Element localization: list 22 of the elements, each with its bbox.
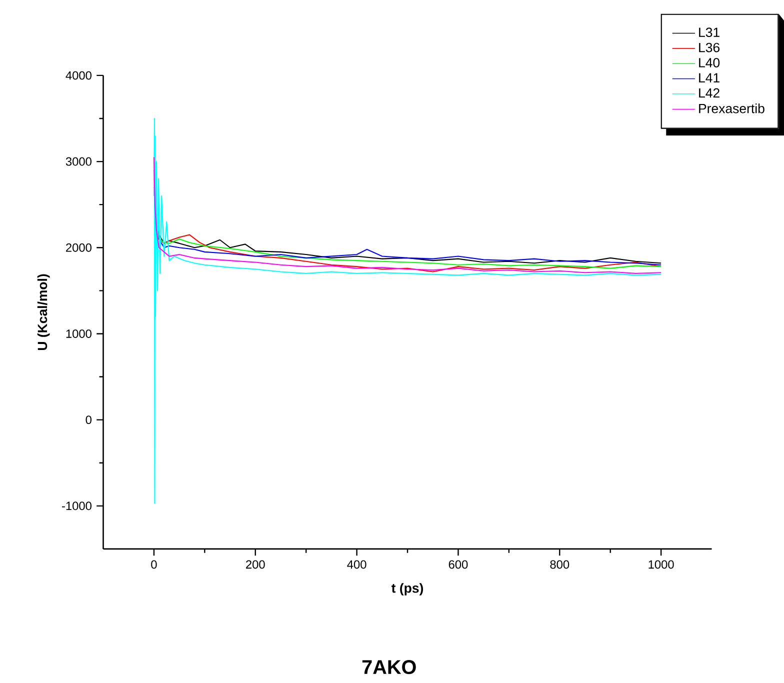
legend-label: L42 xyxy=(699,88,720,98)
legend-label: L36 xyxy=(699,42,720,52)
y-tick-label: 4000 xyxy=(66,71,92,80)
legend-label: L41 xyxy=(699,73,720,82)
x-tick-label: 800 xyxy=(550,560,570,569)
legend-label: L31 xyxy=(699,28,720,38)
x-tick-label: 0 xyxy=(151,560,157,569)
legend-label: Prexasertib xyxy=(699,104,764,114)
y-tick-label: 3000 xyxy=(66,157,92,166)
text: 7AKO xyxy=(362,660,416,674)
y-tick-label: 1000 xyxy=(66,330,92,338)
x-tick-label: 400 xyxy=(347,560,366,569)
x-tick-label: 200 xyxy=(246,560,265,569)
legend-label: L40 xyxy=(699,58,720,68)
y-tick-label: 2000 xyxy=(66,243,92,252)
x-axis-title: t (ps) xyxy=(392,583,424,596)
x-tick-label: 1000 xyxy=(648,560,674,569)
y-tick-label: 0 xyxy=(86,416,92,424)
y-tick-label: -1000 xyxy=(62,502,92,510)
line-series xyxy=(153,156,662,274)
y-axis-title: U (Kcal/mol) xyxy=(37,274,50,350)
x-tick-label: 600 xyxy=(448,560,468,569)
